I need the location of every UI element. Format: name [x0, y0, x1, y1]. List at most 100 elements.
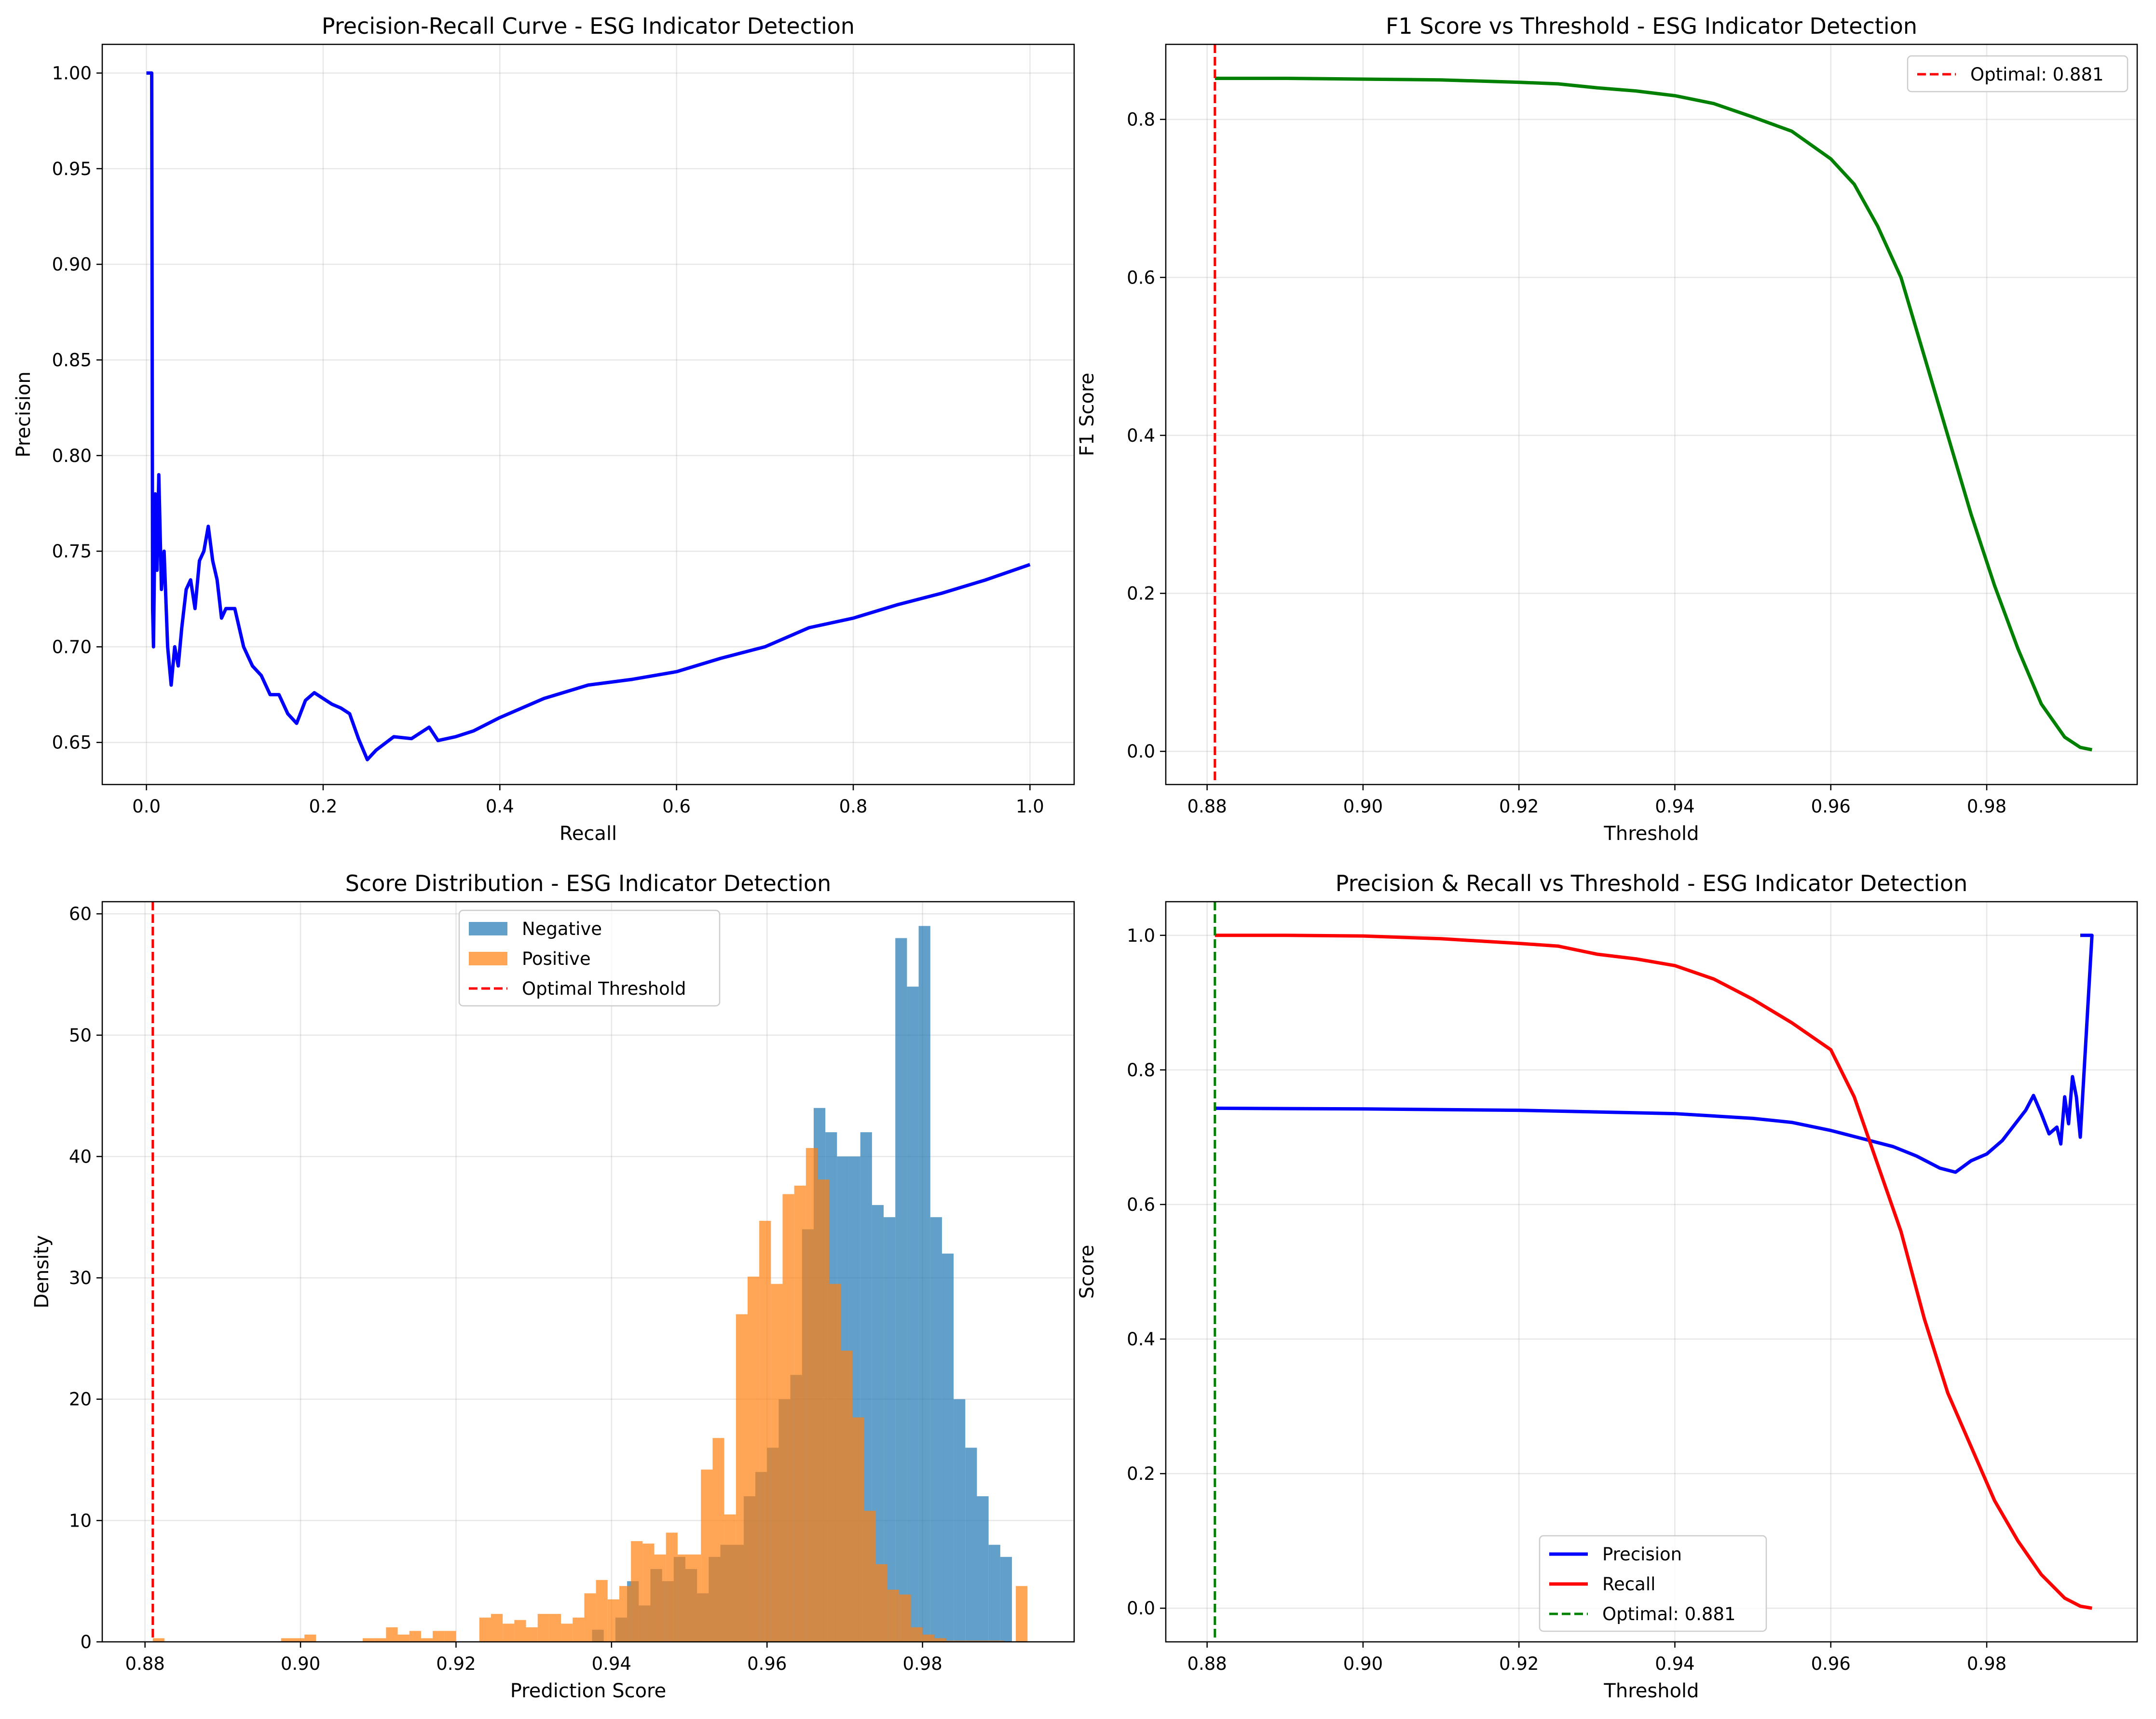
legend-swatch [469, 952, 507, 965]
histogram-bar [1000, 1557, 1012, 1642]
histogram-bar [895, 938, 907, 1642]
x-tick-label: 0.92 [1499, 1653, 1539, 1674]
y-tick-label: 1.0 [1127, 925, 1155, 946]
histogram-bar [954, 1399, 966, 1642]
y-tick-label: 50 [69, 1025, 92, 1046]
histogram-bar [736, 1314, 748, 1642]
y-tick-label: 0.75 [52, 541, 92, 562]
histogram-bar [701, 1469, 713, 1642]
y-tick-label: 60 [69, 904, 92, 924]
histogram-bar [1016, 1586, 1028, 1642]
y-tick-label: 0.65 [52, 732, 92, 753]
histogram-bar [969, 1640, 981, 1642]
plot-area [151, 902, 1028, 1642]
grid [102, 44, 1074, 785]
series-line-precision [1214, 934, 2094, 1174]
histogram-bar [561, 1624, 573, 1642]
x-tick-label: 0.88 [1187, 1653, 1227, 1674]
legend-label: Negative [522, 919, 602, 939]
y-tick-label: 0.2 [1127, 1463, 1155, 1484]
histogram-bar [631, 1541, 643, 1642]
histogram-bar [409, 1631, 421, 1642]
histogram-bar [992, 1640, 1004, 1642]
histogram-bar [724, 1514, 736, 1642]
histogram-bar [421, 1638, 433, 1642]
x-axis-label: Prediction Score [510, 1680, 666, 1702]
legend: Precision Recall Optimal: 0.881 [1539, 1535, 1767, 1632]
y-tick-label: 0.4 [1127, 1329, 1155, 1350]
histogram-bar [397, 1634, 409, 1642]
histogram-bar [304, 1634, 316, 1642]
histogram-bar [281, 1638, 293, 1642]
x-tick-label: 0.96 [747, 1653, 787, 1674]
x-axis-label: Threshold [1603, 823, 1699, 845]
y-tick-label: 1.00 [52, 63, 92, 83]
x-tick-label: 0.96 [1811, 1653, 1851, 1674]
x-tick-label: 0.6 [662, 796, 691, 817]
histogram-bar [977, 1496, 989, 1642]
plot-area [1214, 44, 2092, 785]
histogram-bar [584, 1593, 596, 1642]
chart-panel-1: 0.0 0.2 0.4 0.6 0.8 1.0 0.65 0.70 0.75 0.80 0.85 0.… [13, 13, 1075, 845]
histogram-bar [152, 1638, 164, 1642]
legend-label: Precision [1602, 1544, 1682, 1565]
axes-frame [101, 43, 1075, 785]
histogram-bar [852, 1417, 864, 1642]
axes-frame [101, 901, 1075, 1643]
histogram-bar [747, 1276, 760, 1642]
histogram-bar [386, 1627, 398, 1642]
legend: Negative Positive Optimal Threshold [458, 909, 721, 1007]
x-tick-label: 0.92 [436, 1653, 476, 1674]
histogram-bar [444, 1631, 456, 1642]
legend-label: Optimal Threshold [522, 978, 686, 999]
histogram-bar [503, 1624, 515, 1642]
x-tick-label: 0.98 [1967, 796, 2006, 817]
histogram-bar [875, 1564, 888, 1642]
legend-box [1539, 1535, 1767, 1632]
y-tick-label: 0.80 [52, 446, 92, 466]
chart-title: Precision & Recall vs Threshold - ESG In… [1336, 870, 1967, 896]
x-tick-label: 0.94 [1655, 1653, 1694, 1674]
legend-label: Optimal: 0.881 [1970, 64, 2104, 85]
histogram-bar [549, 1614, 561, 1642]
series-line-recall [1214, 934, 2092, 1610]
histogram-bar [922, 1634, 934, 1642]
histogram-bar [759, 1220, 771, 1642]
histogram-bar [537, 1614, 549, 1642]
x-axis-label: Threshold [1603, 1680, 1699, 1702]
histogram-bar [526, 1627, 538, 1642]
x-tick-label: 0.92 [1499, 796, 1539, 817]
x-tick-label: 0.94 [1655, 796, 1694, 817]
x-axis-label: Recall [559, 823, 617, 845]
legend-box [458, 909, 721, 1007]
histogram-bar [573, 1617, 585, 1642]
y-tick-label: 20 [69, 1389, 92, 1410]
y-tick-label: 0.70 [52, 636, 92, 657]
y-tick-label: 0.90 [52, 254, 92, 275]
grid [1166, 44, 2137, 785]
y-tick-label: 0.6 [1127, 1194, 1155, 1215]
histogram-bar [607, 1599, 619, 1642]
y-tick-label: 0.8 [1127, 109, 1155, 130]
legend-box [1907, 55, 2129, 93]
histogram-bar [491, 1614, 503, 1642]
x-tick-label: 0.0 [132, 796, 161, 817]
histogram-bar [957, 1640, 969, 1642]
histogram-bar [988, 1544, 1000, 1642]
x-tick-label: 0.90 [1343, 796, 1383, 817]
histogram-bar [514, 1620, 526, 1642]
x-tick-label: 0.2 [309, 796, 338, 817]
chart-title: Precision-Recall Curve - ESG Indicator D… [322, 13, 855, 39]
y-tick-label: 0 [80, 1632, 92, 1652]
histogram-bar [981, 1640, 993, 1642]
histogram-bar [689, 1554, 701, 1642]
axes-frame [1165, 43, 2138, 785]
series-line [146, 71, 1031, 761]
y-tick-label: 0.0 [1127, 1598, 1155, 1619]
histogram-bar [363, 1638, 375, 1642]
histogram-bar [829, 1284, 841, 1642]
x-tick-label: 0.98 [1967, 1653, 2006, 1674]
chart-title: Score Distribution - ESG Indicator Detec… [345, 870, 832, 896]
histogram-bar [374, 1638, 386, 1642]
